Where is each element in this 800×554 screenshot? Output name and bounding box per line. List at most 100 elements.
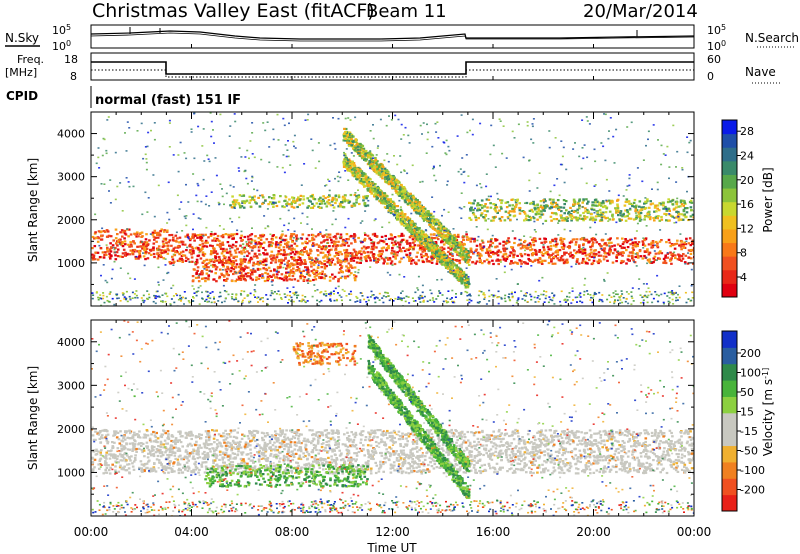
freq-tick-high: 18 (64, 53, 78, 66)
colorbar-segment (722, 160, 737, 175)
freq-panel: Freq. [MHz] 18 8 60 0 Nave (5, 52, 782, 84)
colorbar-segment (722, 174, 737, 189)
colorbar-segment (722, 283, 737, 298)
nave-tick-high: 60 (707, 53, 721, 66)
power-panel: 1000 2000 3000 4000 Slant Range [km] (26, 111, 695, 307)
x-tick-label: 00:00 (74, 525, 109, 539)
colorbar-segment (722, 188, 737, 203)
velocity-panel: 1000 2000 3000 4000 Slant Range [km] (26, 319, 695, 517)
noise-speckle (91, 320, 694, 516)
noise-speckle (91, 112, 694, 306)
noise-search-line (90, 32, 695, 42)
colorbar-segment (722, 228, 737, 244)
colorbar-segment (722, 331, 737, 348)
colorbar-segment (722, 412, 737, 430)
cpid-panel: CPID normal (fast) 151 IF (6, 86, 241, 108)
colorbar-tick-label: 12 (740, 222, 754, 235)
colorbar-tick-label: 28 (740, 125, 754, 138)
colorbar-tick-label: 200 (740, 347, 761, 360)
colorbar-segment (722, 461, 737, 479)
x-tick-label: 04:00 (174, 525, 209, 539)
power-colorbar-label: Power [dB] (761, 167, 775, 232)
scatter-cells (91, 334, 694, 499)
x-tick-label: 20:00 (576, 525, 611, 539)
velocity-ylabel: Slant Range [km] (26, 366, 40, 470)
colorbar-tick-label: 8 (740, 247, 747, 260)
heatmap-feature (367, 334, 471, 499)
colorbar-segment (722, 201, 737, 216)
freq-line (91, 61, 694, 75)
beam-label: Beam 11 (366, 1, 447, 22)
cpid-mode: normal (fast) 151 IF (95, 93, 241, 108)
heatmap-feature (191, 258, 358, 283)
colorbar-segment (722, 256, 737, 271)
n-sky-label: N.Sky (5, 31, 39, 45)
heatmap-feature (91, 428, 694, 475)
colorbar-tick-label: 15 (740, 406, 754, 419)
colorbar-segment (722, 242, 737, 257)
colorbar-tick-label: 50 (740, 386, 754, 399)
plot-title: Christmas Valley East (fitACF) (92, 0, 375, 22)
nave-label: Nave (745, 65, 776, 79)
y-tick-label: 4000 (57, 128, 85, 141)
date-label: 20/Mar/2014 (583, 1, 698, 22)
y-tick-label: 1000 (57, 257, 85, 270)
colorbar-segment (722, 363, 737, 381)
heatmap-feature (292, 341, 357, 366)
colorbar-segment (722, 445, 737, 463)
colorbar-segment (722, 133, 737, 148)
velocity-colorbar-label: Velocity [m s-1] (761, 368, 776, 456)
colorbar-segment (722, 478, 737, 496)
colorbar-tick-label: 20 (740, 174, 754, 187)
colorbar-tick-label: 24 (740, 150, 754, 163)
freq-unit-label: [MHz] (5, 66, 37, 79)
x-tick-label: 00:00 (677, 525, 712, 539)
n-search-label: N.Search (745, 31, 799, 45)
y-tick-label: 2000 (57, 214, 85, 227)
heatmap-feature (467, 237, 694, 266)
power-colorbar: 4 8 12 16 20 24 28 (721, 119, 754, 298)
colorbar-segment (722, 347, 737, 365)
velocity-colorbar: 200 100 50 15 -15 -50 -100 -200 (721, 330, 765, 512)
colorbar-segment (722, 429, 737, 447)
x-tick-label: 12:00 (375, 525, 410, 539)
colorbar-segment (722, 269, 737, 284)
noise-panel: N.Sky 105 100 105 100 N.Search (5, 23, 799, 54)
x-tick-label: 08:00 (275, 525, 310, 539)
colorbar-segment (722, 147, 737, 162)
colorbar-tick-label: -200 (740, 484, 765, 497)
velocity-heatmap (91, 320, 694, 516)
heatmap-feature (229, 193, 370, 209)
noise-tick-high-right: 105 (707, 23, 726, 38)
colorbar-tick-label: -100 (740, 464, 765, 477)
colorbar-segment (722, 380, 737, 397)
noise-tick-low: 100 (52, 39, 71, 54)
heatmap-feature (342, 127, 471, 289)
noise-tick-high: 105 (52, 23, 71, 38)
nave-line (91, 69, 694, 78)
x-axis: 00:00 04:00 08:00 12:00 16:00 20:00 00:00 (74, 44, 712, 539)
heatmap-feature (468, 198, 694, 222)
freq-tick-low: 8 (70, 70, 77, 83)
y-tick-label: 4000 (57, 336, 85, 349)
colorbar-segment (722, 215, 737, 230)
colorbar-segment (722, 396, 737, 414)
power-heatmap (91, 112, 694, 306)
y-tick-label: 3000 (57, 379, 85, 392)
colorbar-segment (722, 120, 737, 135)
nave-tick-low: 0 (707, 70, 714, 83)
heatmap-feature (91, 228, 169, 261)
colorbar-tick-label: -15 (740, 425, 758, 438)
colorbar-tick-label: 16 (740, 198, 754, 211)
x-tick-label: 16:00 (476, 525, 511, 539)
cpid-label: CPID (6, 89, 38, 103)
x-axis-title: Time UT (366, 541, 417, 554)
colorbar-tick-label: -50 (740, 445, 758, 458)
colorbar-tick-label: 4 (740, 271, 747, 284)
scatter-cells (91, 127, 694, 289)
colorbar-segment (722, 494, 737, 512)
colorbar-tick-label: 100 (740, 367, 761, 380)
power-ylabel: Slant Range [km] (26, 158, 40, 262)
noise-tick-low-right: 100 (707, 39, 726, 54)
